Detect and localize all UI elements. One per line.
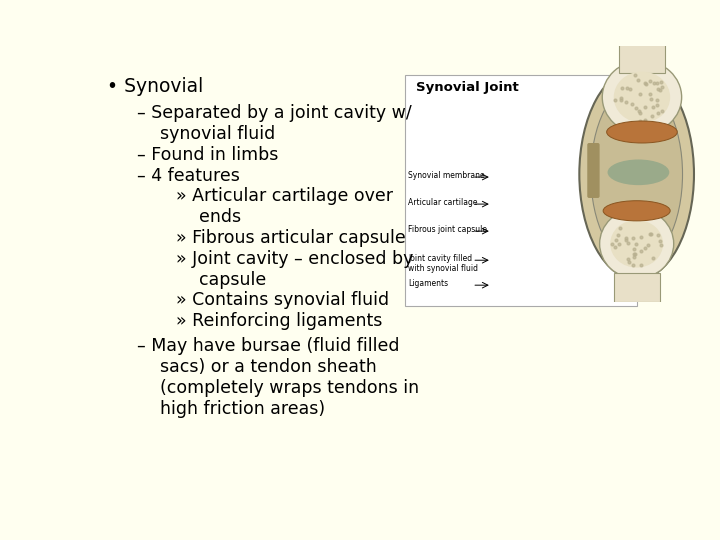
Text: » Joint cavity – enclosed by: » Joint cavity – enclosed by: [176, 250, 414, 268]
Text: Joint cavity filled
with synovial fluid: Joint cavity filled with synovial fluid: [408, 254, 478, 273]
Ellipse shape: [602, 60, 682, 134]
Text: Fibrous joint capsule: Fibrous joint capsule: [408, 225, 487, 234]
FancyBboxPatch shape: [613, 273, 660, 302]
Bar: [405, 75, 637, 306]
Text: » Reinforcing ligaments: » Reinforcing ligaments: [176, 312, 383, 330]
Ellipse shape: [610, 220, 663, 268]
Text: – Separated by a joint cavity w/: – Separated by a joint cavity w/: [138, 104, 412, 122]
Text: » Contains synovial fluid: » Contains synovial fluid: [176, 292, 390, 309]
FancyBboxPatch shape: [588, 143, 600, 198]
Text: » Fibrous articular capsule: » Fibrous articular capsule: [176, 229, 406, 247]
Ellipse shape: [580, 69, 694, 280]
Ellipse shape: [613, 72, 670, 123]
Text: Articular cartilage: Articular cartilage: [408, 198, 477, 207]
Text: • Synovial: • Synovial: [107, 77, 203, 96]
FancyBboxPatch shape: [619, 37, 665, 73]
Text: Synovial membrane: Synovial membrane: [408, 171, 485, 180]
Ellipse shape: [608, 159, 670, 185]
Text: ends: ends: [199, 208, 241, 226]
Text: high friction areas): high friction areas): [160, 400, 325, 417]
Text: – May have bursae (fluid filled: – May have bursae (fluid filled: [138, 337, 400, 355]
Text: synovial fluid: synovial fluid: [160, 125, 275, 143]
Ellipse shape: [591, 84, 683, 264]
Text: » Articular cartilage over: » Articular cartilage over: [176, 187, 394, 205]
Text: Ligaments: Ligaments: [408, 279, 448, 288]
Text: sacs) or a tendon sheath: sacs) or a tendon sheath: [160, 358, 377, 376]
Text: – Found in limbs: – Found in limbs: [138, 146, 279, 164]
Text: – 4 features: – 4 features: [138, 167, 240, 185]
Ellipse shape: [603, 201, 670, 221]
Text: capsule: capsule: [199, 271, 266, 288]
Ellipse shape: [600, 209, 674, 279]
Text: (completely wraps tendons in: (completely wraps tendons in: [160, 379, 419, 397]
Text: Synovial Joint: Synovial Joint: [416, 82, 519, 94]
Ellipse shape: [607, 121, 678, 143]
